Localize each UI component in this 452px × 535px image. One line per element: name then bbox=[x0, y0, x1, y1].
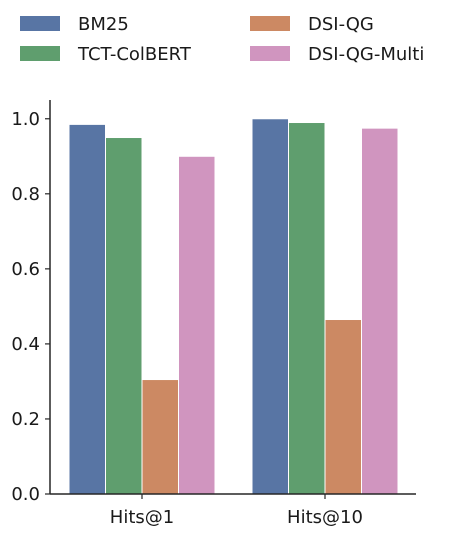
legend-swatch bbox=[250, 16, 290, 31]
y-tick-label: 0.0 bbox=[11, 484, 40, 505]
bars bbox=[68, 118, 399, 495]
legend: BM25 TCT-ColBERT DSI-QG DSI-QG-Multi bbox=[20, 14, 424, 65]
y-ticks: 0.0 0.2 0.4 0.6 0.8 1.0 bbox=[11, 109, 50, 505]
x-tick-label: Hits@1 bbox=[110, 507, 174, 528]
bar-dsi-qg-hits-10 bbox=[324, 319, 362, 495]
legend-label: BM25 bbox=[78, 14, 129, 35]
x-ticks: Hits@1 Hits@10 bbox=[110, 494, 363, 528]
bar-bm25-hits-1 bbox=[68, 123, 106, 495]
x-tick-label: Hits@10 bbox=[287, 507, 363, 528]
legend-swatch bbox=[250, 46, 290, 61]
legend-label: DSI-QG-Multi bbox=[308, 44, 424, 65]
y-tick-label: 0.2 bbox=[11, 409, 40, 430]
y-tick-label: 0.6 bbox=[11, 259, 40, 280]
legend-swatch bbox=[20, 46, 60, 61]
bar-dsi-qg-hits-1 bbox=[141, 379, 179, 495]
y-tick-label: 0.8 bbox=[11, 184, 40, 205]
y-tick-label: 0.4 bbox=[11, 334, 40, 355]
legend-swatch bbox=[20, 16, 60, 31]
legend-label: DSI-QG bbox=[308, 14, 374, 35]
bar-tct-colbert-hits-1 bbox=[105, 137, 143, 495]
bar-bm25-hits-10 bbox=[251, 118, 289, 495]
axes bbox=[49, 100, 416, 495]
bar-dsi-qg-multi-hits-1 bbox=[178, 155, 216, 495]
bar-dsi-qg-multi-hits-10 bbox=[361, 127, 399, 495]
bar-tct-colbert-hits-10 bbox=[288, 122, 326, 495]
legend-label: TCT-ColBERT bbox=[77, 44, 192, 65]
y-tick-label: 1.0 bbox=[11, 109, 40, 130]
